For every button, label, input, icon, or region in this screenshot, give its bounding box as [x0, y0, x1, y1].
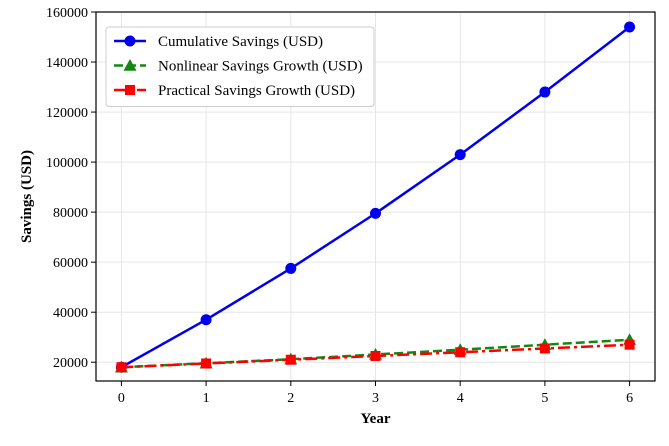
data-point-marker	[455, 347, 466, 358]
x-axis-title: Year	[361, 411, 391, 427]
y-tick-label: 100000	[46, 156, 88, 171]
y-tick-label: 160000	[46, 6, 88, 21]
legend-entry-label: Nonlinear Savings Growth (USD)	[158, 59, 363, 75]
series-layer	[114, 21, 637, 373]
data-point-marker	[370, 350, 381, 361]
x-tick-label: 4	[457, 391, 464, 406]
data-point-marker	[624, 21, 636, 33]
x-tick-label: 3	[372, 391, 379, 406]
x-tick-label: 6	[626, 391, 633, 406]
legend-entry-label: Practical Savings Growth (USD)	[158, 83, 355, 99]
y-tick-label: 20000	[53, 356, 88, 371]
data-point-marker	[285, 354, 296, 365]
y-tick-label: 60000	[53, 256, 88, 271]
grid	[96, 11, 655, 381]
data-point-marker	[116, 362, 127, 373]
x-tick-label: 1	[203, 391, 210, 406]
data-point-marker	[539, 343, 550, 354]
data-point-marker	[285, 262, 297, 274]
legend-entry-label: Cumulative Savings (USD)	[158, 34, 323, 50]
legend-swatch-marker	[124, 35, 136, 47]
y-tick-label: 140000	[46, 56, 88, 71]
x-tick-label: 2	[287, 391, 294, 406]
y-axis-title: Savings (USD)	[19, 150, 35, 243]
data-point-marker	[370, 207, 381, 219]
data-point-marker	[454, 149, 466, 161]
y-tick-label: 120000	[46, 106, 88, 121]
legend-swatch-marker	[125, 85, 135, 95]
data-point-marker	[201, 358, 212, 369]
data-point-marker	[539, 86, 551, 98]
axis-ticks: 0 1 2 3 4 5 6 20000 40000 60000 80000 100000 120000 1…	[46, 6, 633, 406]
y-tick-label: 80000	[53, 206, 88, 221]
data-point-marker	[624, 339, 635, 350]
series-2	[116, 339, 635, 373]
data-point-marker	[200, 314, 212, 326]
y-tick-label: 40000	[53, 306, 88, 321]
x-tick-label: 5	[541, 391, 548, 406]
legend-box	[105, 26, 375, 107]
legend: Cumulative Savings (USD) Nonlinear Saving…	[105, 26, 375, 107]
legend-swatch-marker	[123, 59, 137, 71]
x-tick-label: 0	[118, 391, 125, 406]
